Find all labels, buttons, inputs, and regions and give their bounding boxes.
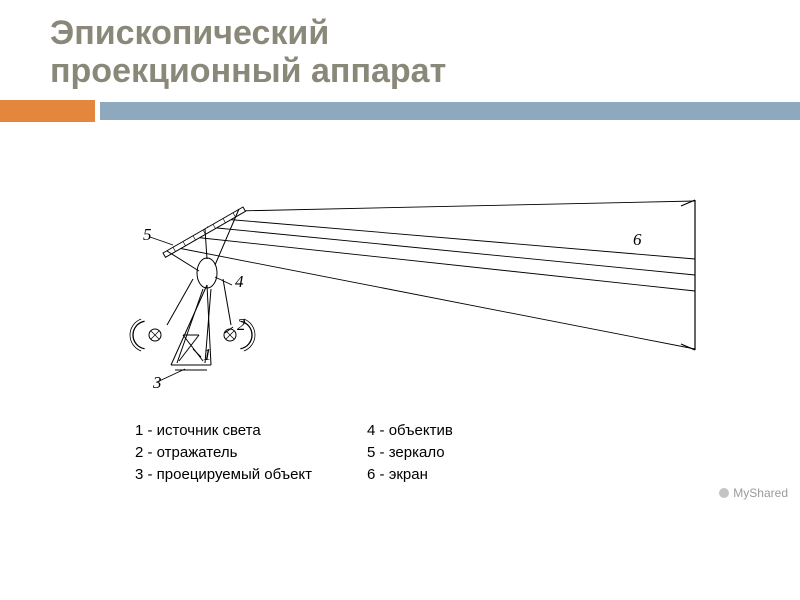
- legend-col-1: 1 - источник света 2 - отражатель 3 - пр…: [135, 420, 312, 485]
- diagram-area: 1 2 3 4 5 6: [55, 185, 760, 410]
- svg-text:5: 5: [143, 225, 152, 244]
- title-line-1: Эпископический: [50, 14, 800, 52]
- title-block: Эпископический проекционный аппарат: [0, 0, 800, 90]
- svg-text:2: 2: [237, 315, 246, 334]
- episcope-diagram: 1 2 3 4 5 6: [55, 185, 760, 410]
- legend: 1 - источник света 2 - отражатель 3 - пр…: [135, 420, 453, 485]
- svg-text:1: 1: [203, 345, 212, 364]
- slide: Эпископический проекционный аппарат 1 2 3 4…: [0, 0, 800, 600]
- legend-item: 3 - проецируемый объект: [135, 464, 312, 486]
- title-line-2: проекционный аппарат: [50, 52, 800, 90]
- svg-text:3: 3: [152, 373, 162, 392]
- legend-item: 6 - экран: [367, 464, 453, 486]
- accent-gray-strip: [100, 102, 800, 120]
- accent-bar: [0, 100, 800, 122]
- legend-col-2: 4 - объектив 5 - зеркало 6 - экран: [367, 420, 453, 485]
- watermark-dot-icon: [719, 488, 729, 498]
- watermark-text: MyShared: [733, 486, 788, 500]
- svg-text:6: 6: [633, 230, 642, 249]
- legend-item: 5 - зеркало: [367, 442, 453, 464]
- accent-orange-tab: [0, 100, 95, 122]
- legend-item: 1 - источник света: [135, 420, 312, 442]
- watermark: MyShared: [719, 486, 788, 500]
- legend-item: 2 - отражатель: [135, 442, 312, 464]
- svg-text:4: 4: [235, 272, 244, 291]
- legend-item: 4 - объектив: [367, 420, 453, 442]
